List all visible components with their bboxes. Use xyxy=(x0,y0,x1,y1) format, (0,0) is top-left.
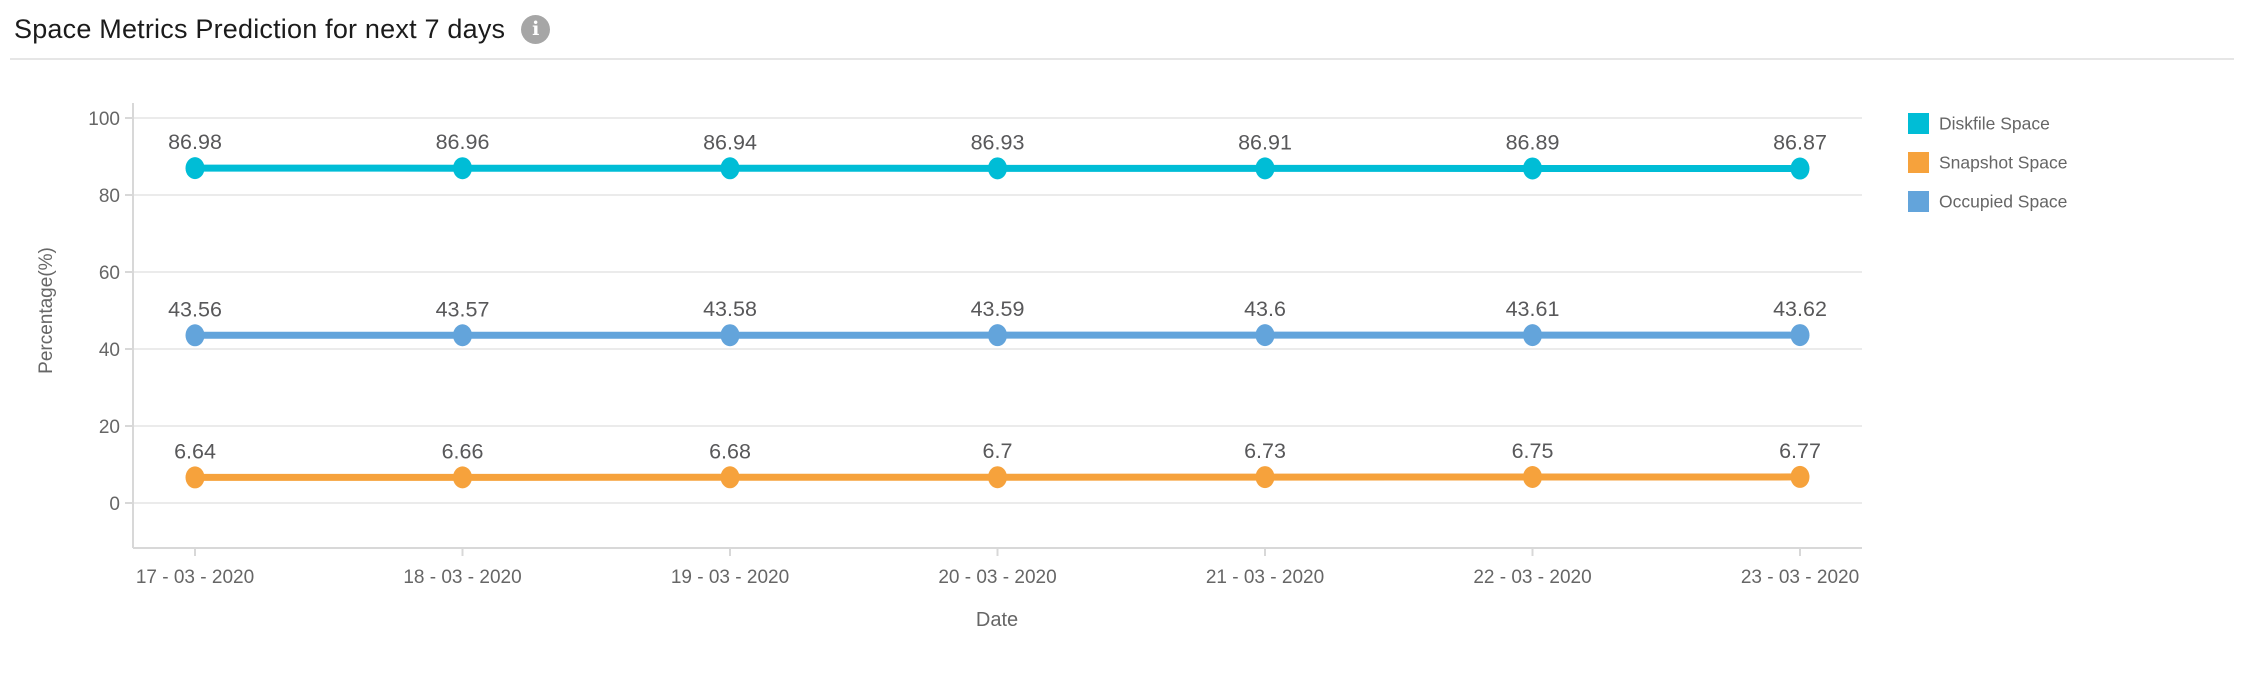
data-point-marker xyxy=(185,157,205,180)
data-point-label: 86.91 xyxy=(1238,130,1292,154)
space-metrics-line-chart: 0 20 40 60 80 100 17 - 03 - 2020 18 - 03 - 2020… xyxy=(36,103,2067,631)
data-point-label: 6.64 xyxy=(174,439,216,463)
data-point-label: 86.93 xyxy=(971,130,1025,154)
x-axis-tick-label: 19 - 03 - 2020 xyxy=(671,567,789,588)
legend-item-snapshot-space[interactable]: Snapshot Space xyxy=(1908,152,2067,173)
data-point-label: 6.75 xyxy=(1512,439,1554,463)
data-point-marker xyxy=(1255,157,1275,180)
legend-item-occupied-space[interactable]: Occupied Space xyxy=(1908,191,2067,212)
page-title: Space Metrics Prediction for next 7 days xyxy=(14,13,506,44)
legend-swatch xyxy=(1908,113,1929,134)
legend-swatch xyxy=(1908,152,1929,173)
legend-swatch xyxy=(1908,191,1929,212)
data-point-marker xyxy=(988,157,1007,180)
data-point-label: 43.57 xyxy=(436,297,490,321)
data-point-label: 43.59 xyxy=(971,297,1025,321)
data-point-marker xyxy=(720,324,740,347)
y-axis-title: Percentage(%) xyxy=(36,247,57,374)
x-axis-tick-label: 23 - 03 - 2020 xyxy=(1741,567,1859,588)
data-point-marker xyxy=(1523,466,1542,489)
data-point-marker xyxy=(720,157,740,180)
x-axis-tick-label: 21 - 03 - 2020 xyxy=(1206,567,1324,588)
y-axis-tick-label: 60 xyxy=(99,263,120,284)
data-point-marker xyxy=(988,324,1007,347)
y-axis-tick-label: 20 xyxy=(99,417,120,438)
data-point-marker xyxy=(720,466,740,489)
data-point-marker xyxy=(1790,324,1810,347)
chart-header: Space Metrics Prediction for next 7 days… xyxy=(10,0,2234,60)
data-point-label: 43.58 xyxy=(703,297,757,321)
data-point-label: 86.94 xyxy=(703,130,757,154)
y-axis-tick-label: 80 xyxy=(99,186,120,207)
data-point-label: 86.89 xyxy=(1506,130,1560,154)
data-point-marker xyxy=(453,157,472,180)
legend-label: Occupied Space xyxy=(1939,192,2067,212)
data-point-label: 6.77 xyxy=(1779,439,1821,463)
data-point-marker xyxy=(988,466,1007,489)
data-point-marker xyxy=(1790,465,1810,488)
data-point-label: 43.62 xyxy=(1773,297,1827,321)
data-point-label: 6.73 xyxy=(1244,439,1286,463)
data-point-marker xyxy=(1255,324,1275,347)
data-point-label: 43.6 xyxy=(1244,297,1286,321)
y-axis-tick-label: 0 xyxy=(109,494,120,515)
legend-label: Snapshot Space xyxy=(1939,153,2067,173)
y-axis-tick-label: 40 xyxy=(99,340,120,361)
y-axis-tick-label: 100 xyxy=(88,109,120,130)
data-point-marker xyxy=(1790,157,1810,180)
data-point-label: 86.98 xyxy=(168,130,222,154)
legend-label: Diskfile Space xyxy=(1939,114,2050,134)
chart-container: 0 20 40 60 80 100 17 - 03 - 2020 18 - 03 - 2020… xyxy=(0,60,2244,674)
data-point-marker xyxy=(453,466,472,489)
data-point-label: 43.61 xyxy=(1506,297,1560,321)
legend-item-diskfile-space[interactable]: Diskfile Space xyxy=(1908,113,2050,134)
data-point-marker xyxy=(1255,466,1275,489)
info-icon[interactable]: i xyxy=(521,14,551,44)
data-point-label: 6.7 xyxy=(983,439,1013,463)
x-axis-tick-label: 17 - 03 - 2020 xyxy=(136,567,254,588)
x-axis-tick-label: 20 - 03 - 2020 xyxy=(938,567,1056,588)
data-point-marker xyxy=(1523,324,1542,347)
data-point-marker xyxy=(185,466,205,489)
x-axis-tick-label: 22 - 03 - 2020 xyxy=(1473,567,1591,588)
x-axis-tick-label: 18 - 03 - 2020 xyxy=(403,567,521,588)
data-point-marker xyxy=(1523,157,1542,180)
x-axis-title: Date xyxy=(976,609,1018,631)
data-point-marker xyxy=(185,324,205,347)
data-point-label: 6.66 xyxy=(442,439,484,463)
data-point-marker xyxy=(453,324,472,347)
data-point-label: 6.68 xyxy=(709,439,751,463)
data-point-label: 43.56 xyxy=(168,297,222,321)
data-point-label: 86.87 xyxy=(1773,131,1827,155)
data-point-label: 86.96 xyxy=(436,130,490,154)
